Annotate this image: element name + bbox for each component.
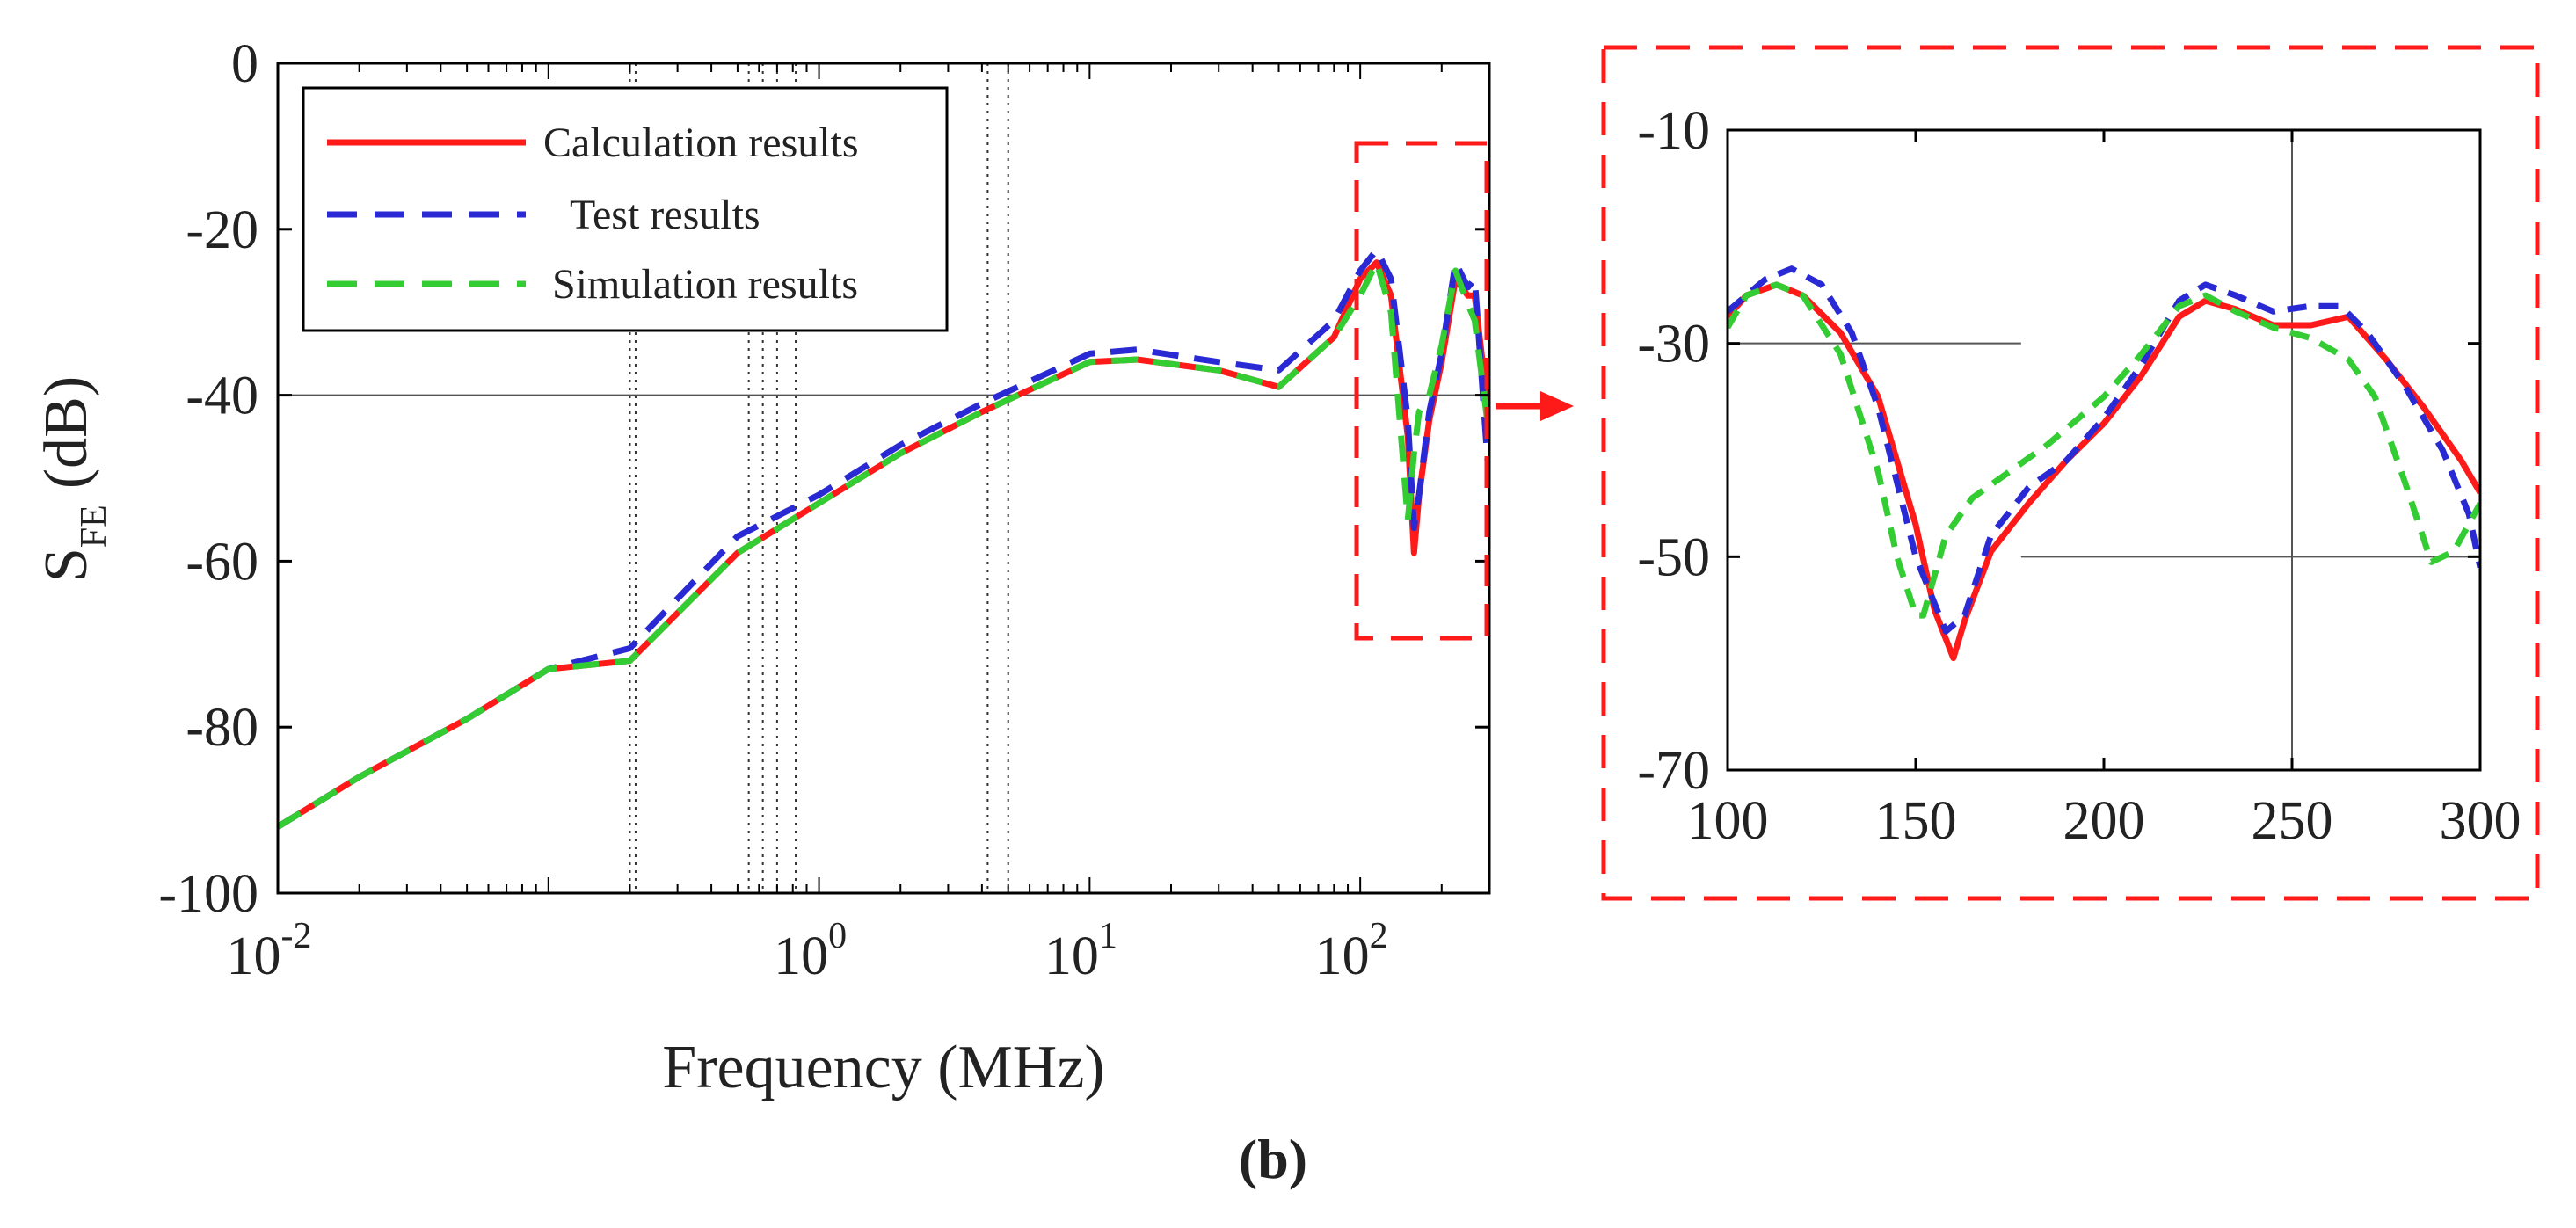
- zoom-xtick-label: 300: [2440, 791, 2521, 851]
- zoom-ytick-label: -50: [1637, 527, 1710, 587]
- main-series-test-results: [278, 246, 1489, 830]
- zoom-xtick-label: 150: [1875, 791, 1957, 851]
- main-ytick-label: -80: [186, 698, 258, 758]
- figure-caption: (b): [1239, 1128, 1307, 1190]
- zoom-ytick-label: -30: [1637, 315, 1710, 374]
- zoom-outer-dashed-frame: [1601, 45, 2540, 901]
- zoom-series-simulation-results: [1728, 281, 2480, 619]
- main-series-simulation-results: [278, 259, 1489, 830]
- zoom-series-calculation-results: [1728, 281, 2480, 662]
- main-ytick-label: -40: [186, 367, 258, 426]
- main-reference-lines: [278, 63, 1489, 893]
- legend-box: [302, 86, 949, 332]
- legend-label-test: Test results: [570, 192, 760, 238]
- main-ytick-label: -60: [186, 532, 258, 592]
- zoom-ytick-label: -70: [1637, 741, 1710, 801]
- main-series-layer: [278, 246, 1489, 830]
- zoom-xtick-label: 100: [1687, 791, 1769, 851]
- zoom-ytick-label: -10: [1637, 101, 1710, 161]
- legend: Calculation results Test results Simulat…: [302, 86, 949, 332]
- main-xtick-label: 101: [1044, 916, 1117, 986]
- svg-text:SFE(dB): SFE (dB): [33, 376, 114, 582]
- x-axis-label: Frequency (MHz): [662, 1034, 1104, 1101]
- zoom-region-box: [1354, 141, 1489, 641]
- y-axis-label: SFE (dB): [33, 376, 114, 582]
- legend-label-calculation: Calculation results: [543, 120, 859, 166]
- main-xtick-label: 10-2: [227, 916, 312, 986]
- y-axis-label-unit: (dB): [33, 376, 100, 489]
- zoom-plot-frame: [1726, 128, 2482, 772]
- zoom-reference-lines: [1728, 130, 2480, 770]
- main-ytick-label: 0: [231, 34, 258, 94]
- main-series-calculation-results: [278, 259, 1489, 830]
- y-axis-label-subscript: FE: [74, 505, 114, 548]
- main-ytick-label: -20: [186, 200, 258, 260]
- zoom-xtick-label: 200: [2063, 791, 2145, 851]
- zoom-series-test-results: [1728, 265, 2480, 635]
- main-plot-frame: [276, 62, 1491, 895]
- main-xtick-label: 100: [774, 916, 847, 986]
- zoom-series-layer: [1728, 265, 2480, 662]
- main-ytick-label: -100: [158, 864, 258, 924]
- y-axis-label-main: S: [33, 548, 100, 582]
- zoom-xtick-label: 250: [2252, 791, 2333, 851]
- main-xtick-label: 102: [1315, 916, 1388, 986]
- legend-label-simulation: Simulation results: [552, 261, 858, 308]
- zoom-arrow: [1496, 391, 1574, 421]
